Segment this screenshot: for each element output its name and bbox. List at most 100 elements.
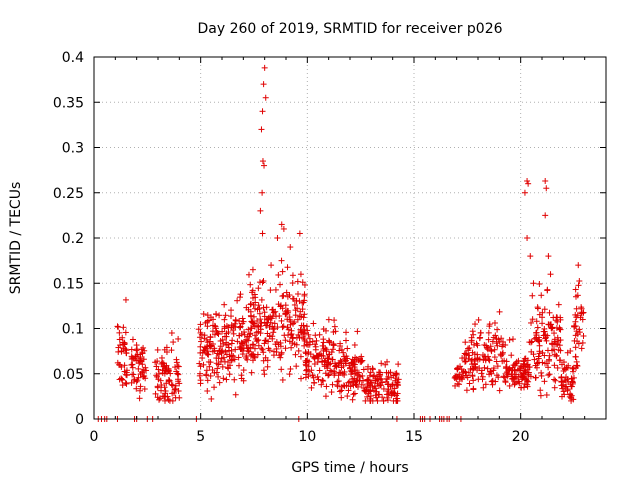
data-point bbox=[245, 348, 252, 355]
data-point bbox=[260, 349, 267, 356]
data-point bbox=[354, 377, 361, 384]
data-point bbox=[289, 339, 296, 346]
data-point bbox=[521, 189, 528, 196]
axis-ticks: 0 5 10 15 20 0 0.05 0.1 0.15 0.2 0.25 0.3 0.35 0.4 bbox=[53, 50, 606, 445]
data-point bbox=[394, 395, 401, 402]
data-point bbox=[475, 376, 482, 383]
data-point bbox=[575, 262, 582, 269]
data-point bbox=[528, 319, 535, 326]
data-point bbox=[508, 375, 515, 382]
data-point bbox=[325, 337, 332, 344]
data-point bbox=[511, 380, 518, 387]
data-point bbox=[511, 367, 518, 374]
data-point bbox=[308, 367, 315, 374]
data-point bbox=[466, 380, 473, 387]
data-point bbox=[129, 364, 136, 371]
data-point bbox=[306, 358, 313, 365]
data-point bbox=[560, 388, 567, 395]
data-point bbox=[168, 381, 175, 388]
data-point bbox=[236, 332, 243, 339]
data-point bbox=[572, 353, 579, 360]
data-point bbox=[564, 376, 571, 383]
data-point bbox=[259, 108, 266, 115]
data-point bbox=[389, 390, 396, 397]
data-point bbox=[170, 339, 177, 346]
data-points bbox=[95, 64, 587, 422]
data-point bbox=[360, 385, 367, 392]
data-point bbox=[168, 329, 175, 336]
data-point bbox=[158, 354, 165, 361]
data-point bbox=[491, 320, 498, 327]
data-point bbox=[122, 296, 129, 303]
data-point bbox=[226, 371, 233, 378]
data-point bbox=[278, 221, 285, 228]
data-point bbox=[266, 323, 273, 330]
data-point bbox=[464, 374, 471, 381]
data-point bbox=[355, 357, 362, 364]
data-point bbox=[557, 326, 564, 333]
data-point bbox=[236, 362, 243, 369]
data-point bbox=[251, 345, 258, 352]
data-point bbox=[162, 397, 169, 404]
data-point bbox=[550, 314, 557, 321]
data-point bbox=[394, 381, 401, 388]
chart-title: Day 260 of 2019, SRMTID for receiver p02… bbox=[197, 21, 502, 37]
data-point bbox=[258, 126, 265, 133]
data-point bbox=[304, 327, 311, 334]
data-point bbox=[250, 342, 257, 349]
data-point bbox=[232, 391, 239, 398]
data-point bbox=[221, 301, 228, 308]
data-point bbox=[198, 338, 205, 345]
data-point bbox=[311, 379, 318, 386]
data-point bbox=[162, 390, 169, 397]
data-point bbox=[264, 363, 271, 370]
data-point bbox=[395, 361, 402, 368]
data-point bbox=[274, 235, 281, 241]
data-point bbox=[330, 342, 337, 349]
data-point bbox=[197, 321, 204, 328]
data-point bbox=[299, 279, 306, 286]
data-point bbox=[364, 393, 371, 400]
data-point bbox=[549, 324, 556, 331]
data-point bbox=[515, 378, 522, 385]
data-point bbox=[505, 371, 512, 378]
data-point bbox=[263, 316, 270, 323]
data-point bbox=[293, 341, 300, 348]
data-point bbox=[482, 381, 489, 388]
grid bbox=[94, 57, 606, 419]
data-point bbox=[320, 346, 327, 353]
data-point bbox=[243, 342, 250, 349]
data-point bbox=[279, 293, 286, 300]
data-point bbox=[259, 230, 266, 237]
data-point bbox=[165, 396, 172, 403]
data-point bbox=[474, 342, 481, 349]
data-point bbox=[225, 341, 232, 348]
data-point bbox=[116, 361, 123, 368]
data-point bbox=[493, 335, 500, 342]
data-point bbox=[158, 381, 165, 388]
data-point bbox=[222, 312, 229, 319]
data-point bbox=[576, 329, 583, 336]
data-point bbox=[578, 310, 585, 317]
data-point bbox=[338, 346, 345, 353]
data-point bbox=[366, 382, 373, 389]
data-point bbox=[262, 354, 269, 361]
data-point bbox=[249, 357, 256, 364]
data-point bbox=[331, 368, 338, 375]
data-point bbox=[469, 328, 476, 335]
data-point bbox=[506, 382, 513, 389]
data-point bbox=[534, 304, 541, 311]
data-point bbox=[354, 328, 361, 335]
data-point bbox=[464, 345, 471, 352]
data-point bbox=[539, 359, 546, 366]
data-point bbox=[237, 294, 244, 301]
data-point bbox=[557, 357, 564, 364]
data-point bbox=[217, 337, 224, 344]
data-point bbox=[248, 325, 255, 332]
data-point bbox=[301, 326, 308, 333]
data-point bbox=[502, 378, 509, 385]
y-tick-label: 0.05 bbox=[53, 367, 84, 383]
data-point bbox=[574, 362, 581, 369]
data-point bbox=[480, 384, 487, 391]
data-point bbox=[481, 353, 488, 360]
